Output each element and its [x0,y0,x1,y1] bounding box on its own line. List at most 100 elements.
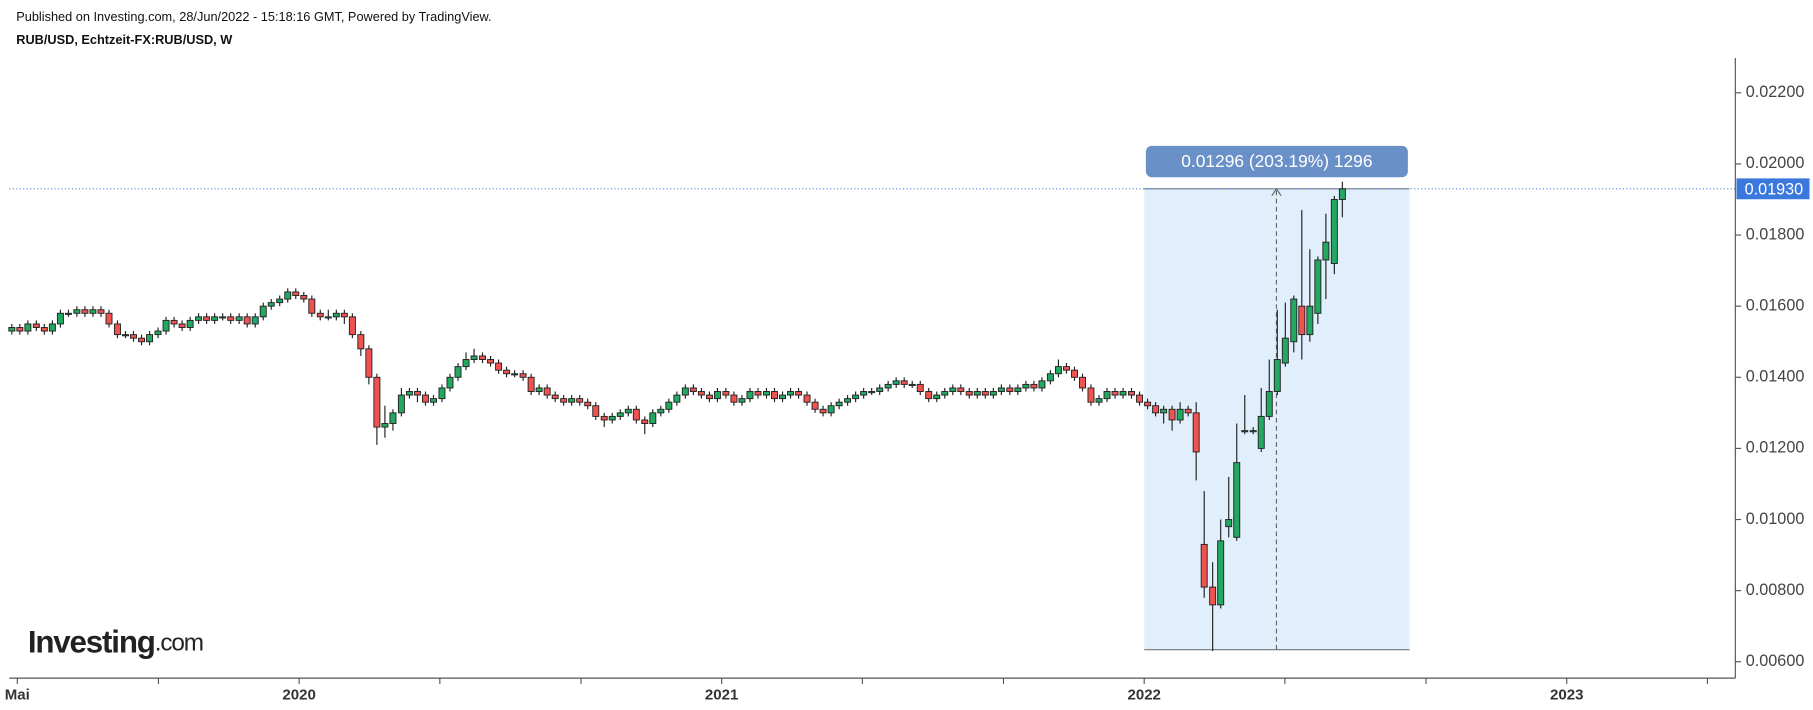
logo-brand: Investing [28,625,155,660]
candle-body [1168,408,1176,421]
y-tick-label: 0.01200 [1746,439,1805,457]
candle-body [1314,259,1322,314]
measure-arrow-head [1271,187,1282,197]
candle-body [211,316,219,321]
candle-body [1200,543,1208,588]
candle-body [787,391,795,396]
candle-body [1079,376,1086,389]
candle-body [632,408,640,421]
candle-body [381,423,389,428]
candle-body [689,387,697,392]
candle-body [24,323,32,332]
candle-body [795,391,803,396]
candle-body [705,394,713,400]
candle-body [1184,408,1192,414]
candle-body [1103,391,1111,400]
candle-body [1071,369,1078,378]
candle-body [844,398,852,403]
candle-body [340,312,348,318]
candle-body [884,383,892,389]
candle-body [989,391,997,396]
candle-body [543,387,551,396]
candle-body [941,391,949,396]
candle-body [1330,199,1338,264]
candle-body [446,376,454,389]
y-tick-label: 0.01400 [1746,368,1805,386]
candle-body [357,334,365,350]
candle-body [876,387,884,392]
candle-body [113,323,121,336]
candle-body [868,391,876,394]
y-tick-label: 0.02200 [1746,83,1805,101]
candle-body [535,387,543,392]
candle-body [997,387,1005,392]
candle-body [592,405,600,417]
candle-body [178,323,186,328]
candle-body [454,366,462,378]
candle-body [130,334,137,339]
candle-body [730,394,738,403]
candle-body [827,405,835,414]
candle-body [713,391,721,400]
candle-body [154,330,162,336]
candle-body [1144,401,1152,407]
candle-body [81,309,89,314]
candle-body [1152,405,1160,414]
candle-body [122,334,129,337]
candle-body [1046,373,1054,382]
candle-body [40,327,48,332]
candle-body [170,319,178,325]
candle-body [673,394,681,403]
candle-body [1306,305,1314,336]
candle-body [422,394,429,403]
candle-body [503,369,511,375]
candle-body [576,398,584,403]
candle-body [1038,380,1046,389]
candle-body [1095,398,1103,403]
candle-body [227,316,235,321]
candle-body [746,391,754,400]
candle-body [243,316,251,325]
candle-body [1257,415,1265,449]
candle-body [933,394,941,400]
candle-body [292,291,300,296]
candle-body [365,348,373,378]
candle-body [1136,394,1144,403]
candle-body [405,391,413,396]
candle-body [105,312,113,325]
candle-body [1209,586,1217,606]
candle-body [1192,412,1200,453]
candle-body [722,391,730,396]
candle-body [89,309,97,314]
candle-body [332,312,340,318]
y-tick-label: 0.00600 [1746,652,1805,670]
candle-body [900,380,908,385]
candle-body [56,312,64,325]
candle-body [146,334,154,343]
candle-body [267,302,275,307]
candle-body [389,412,397,424]
candle-body [1062,366,1070,371]
candle-body [608,415,616,421]
candle-body [771,391,778,400]
candle-body [48,323,56,332]
candle-body [819,408,827,414]
candle-body [324,316,332,319]
candle-body [373,376,381,428]
candle-body [16,327,24,332]
candle-body [348,316,356,336]
published-note: Published on Investing.com, 28/Jun/2022 … [16,9,491,24]
candle-body [1087,387,1095,403]
candle-body [551,394,559,400]
candle-body [1322,241,1330,261]
candle-body [860,391,868,396]
candle-body [438,387,446,400]
candle-body [195,316,203,321]
candle-body [511,373,519,376]
candle-body [8,327,16,332]
candle-body [1128,391,1136,396]
x-tick-label: 2021 [705,686,738,703]
candle-body [300,295,308,300]
